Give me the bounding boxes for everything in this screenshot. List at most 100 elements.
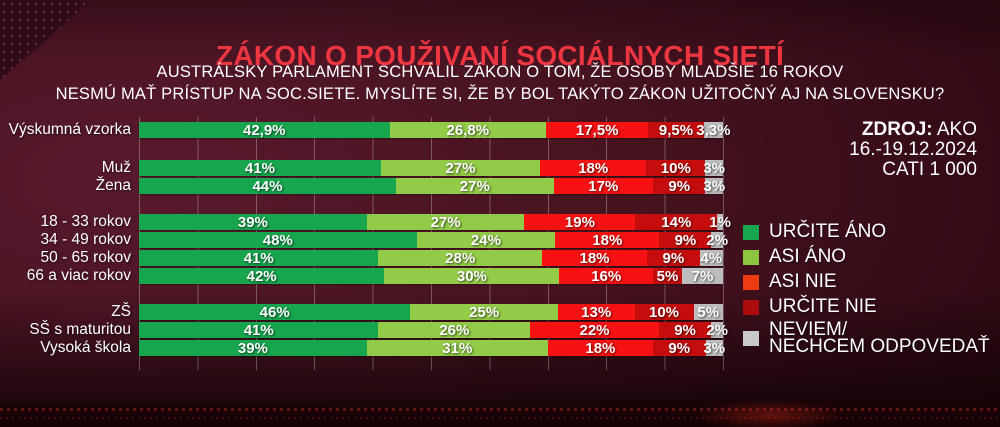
- bar-segment-value: 41%: [243, 249, 274, 267]
- bar-segment-neviem: 1%: [709, 214, 731, 231]
- chart-legend: URČITE ÁNO ASI ÁNO ASI NIE URČITE NIE NEVIEM…: [743, 221, 990, 356]
- bar-segment-neviem: 5%: [693, 303, 723, 321]
- bar-segment-urcite-nie: 9%: [658, 322, 712, 339]
- bar-segment-value: 18%: [592, 231, 623, 249]
- ticker-texture: [0, 401, 1000, 427]
- legend-swatch-urcite-ano: [743, 224, 759, 240]
- row-label: Muž: [101, 159, 131, 176]
- bar-segment-neviem: 4%: [699, 250, 723, 267]
- bar-segment-neviem: 3,3%: [696, 122, 730, 139]
- legend-swatch-urcite-nie: [743, 299, 759, 315]
- chart-row: Žena 44% 27% 17% 9% 3%: [0, 177, 726, 195]
- bar-segment-asi-nie: 16%: [559, 268, 653, 285]
- bar-segment-value: 24%: [470, 231, 501, 249]
- bar-segment-urcite-ano: 42,9%: [139, 121, 390, 139]
- bar-segment-value: 42,9%: [242, 121, 286, 139]
- row-bars: 39% 31% 18% 9% 3%: [139, 339, 726, 357]
- row-label: 66 a viac rokov: [26, 267, 131, 284]
- bar-segment-value: 26,8%: [446, 121, 490, 139]
- bar-segment-asi-ano: 27%: [395, 178, 554, 195]
- legend-item-asi-ano: ASI ÁNO: [743, 247, 990, 267]
- bar-segment-asi-nie: 17,5%: [546, 121, 649, 139]
- chart-row: 50 - 65 rokov 41% 28% 18% 9% 4%: [0, 249, 724, 267]
- bar-segment-value: 2%: [706, 321, 729, 339]
- bar-segment-value: 28%: [445, 249, 476, 267]
- legend-label: ASI NIE: [769, 271, 837, 292]
- bar-segment-urcite-nie: 9,5%: [648, 121, 704, 139]
- legend-label: ASI ÁNO: [769, 246, 847, 267]
- chart-row: 34 - 49 rokov 48% 24% 18% 9% 2%: [0, 231, 729, 249]
- legend-swatch-asi-nie: [743, 274, 759, 290]
- bar-segment-asi-ano: 28%: [378, 249, 542, 267]
- legend-item-asi-nie: ASI NIE: [743, 272, 990, 292]
- bar-segment-value: 14%: [661, 213, 692, 231]
- legend-item-urcite-nie: URČITE NIE: [743, 297, 990, 317]
- page-title: ZÁKON O POUŽIVANÍ SOCIÁLNYCH SIETÍ: [215, 39, 785, 71]
- row-label: 34 - 49 rokov: [40, 231, 131, 248]
- bar-segment-value: 42%: [246, 267, 277, 285]
- source-line: ZDROJ: AKO: [849, 120, 977, 140]
- stacked-bar-chart: Výskumná vzorka 42,9% 26,8% 17,5% 9,5% 3,3% Mu…: [0, 117, 731, 370]
- legend-label: URČITE NIE: [769, 296, 877, 317]
- bar-segment-asi-nie: 18%: [547, 339, 653, 357]
- source-agency: AKO: [936, 119, 977, 140]
- row-bars: 42,9% 26,8% 17,5% 9,5% 3,3%: [139, 121, 730, 139]
- bar-segment-value: 9%: [668, 177, 691, 195]
- bar-segment-value: 9,5%: [658, 121, 694, 139]
- bar-segment-value: 39%: [237, 213, 268, 231]
- bar-segment-urcite-nie: 14%: [635, 213, 718, 231]
- source-date-range: 16.-19.12.2024: [849, 139, 977, 160]
- row-bars: 48% 24% 18% 9% 2%: [139, 231, 728, 249]
- bar-segment-value: 30%: [456, 267, 487, 285]
- bar-segment-value: 44%: [252, 177, 283, 195]
- bar-segment-value: 5%: [697, 303, 720, 321]
- bar-segment-value: 48%: [262, 231, 293, 249]
- bar-segment-neviem: 3%: [703, 339, 726, 357]
- row-bars: 41% 26% 22% 9% 2%: [139, 321, 728, 339]
- bar-segment-value: 1%: [709, 213, 731, 231]
- chart-row: 66 a viac rokov 42% 30% 16% 5% 7%: [0, 267, 724, 285]
- bar-segment-value: 26%: [439, 321, 470, 339]
- bar-segment-urcite-ano: 46%: [139, 303, 411, 321]
- group-spacer: [0, 140, 724, 160]
- bar-segment-asi-nie: 19%: [524, 214, 636, 231]
- chart-row: Vysoká škola 39% 31% 18% 9% 3%: [0, 339, 726, 357]
- row-bars: 41% 28% 18% 9% 4%: [139, 249, 723, 267]
- bar-segment-urcite-nie: 9%: [652, 177, 706, 195]
- bar-segment-neviem: 7%: [682, 267, 723, 285]
- bar-segment-neviem: 2%: [706, 322, 728, 339]
- bar-segment-value: 46%: [259, 303, 290, 321]
- bar-segment-value: 10%: [660, 159, 691, 177]
- bar-segment-value: 7%: [691, 267, 714, 285]
- bar-segment-value: 18%: [585, 339, 616, 357]
- group-spacer: [0, 196, 724, 214]
- group-spacer: [0, 286, 724, 304]
- bar-segment-urcite-ano: 42%: [139, 267, 385, 285]
- bar-segment-urcite-nie: 9%: [659, 232, 712, 249]
- bar-segment-value: 17,5%: [575, 121, 619, 139]
- bar-segment-urcite-nie: 9%: [652, 339, 706, 357]
- bar-segment-value: 41%: [243, 321, 274, 339]
- bar-segment-value: 10%: [648, 303, 680, 321]
- chart-rows: Výskumná vzorka 42,9% 26,8% 17,5% 9,5% 3,3% Mu…: [0, 117, 731, 357]
- row-bars: 41% 27% 18% 10% 3%: [139, 159, 725, 177]
- row-label: SŠ s maturitou: [29, 321, 131, 338]
- bar-segment-value: 18%: [579, 249, 610, 267]
- bar-segment-asi-ano: 24%: [416, 231, 556, 249]
- bar-segment-value: 22%: [579, 321, 610, 339]
- source-block: ZDROJ: AKO 16.-19.12.2024 CATI 1 000: [849, 120, 977, 180]
- bar-segment-asi-ano: 31%: [366, 339, 548, 357]
- bar-segment-value: 5%: [656, 267, 679, 285]
- bar-segment-value: 25%: [469, 303, 500, 321]
- bar-segment-value: 3%: [703, 339, 726, 357]
- row-label: ZŠ: [111, 303, 131, 320]
- bar-segment-value: 31%: [442, 339, 473, 357]
- chart-row: SŠ s maturitou 41% 26% 22% 9% 2%: [0, 321, 728, 339]
- legend-label: URČITE ÁNO: [769, 221, 887, 242]
- bar-segment-asi-ano: 27%: [366, 213, 525, 231]
- bar-segment-value: 9%: [668, 339, 691, 357]
- bar-segment-asi-nie: 18%: [540, 160, 647, 177]
- bar-segment-value: 3%: [703, 177, 726, 195]
- legend-swatch-asi-ano: [743, 249, 759, 265]
- bar-segment-value: 27%: [430, 213, 461, 231]
